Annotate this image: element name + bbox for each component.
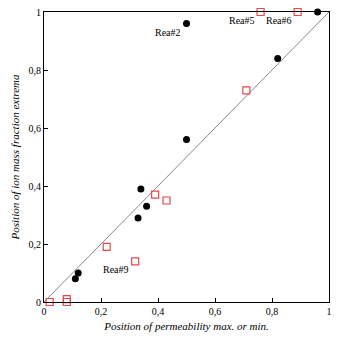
svg-text:1: 1: [327, 306, 332, 317]
svg-text:0,8: 0,8: [29, 65, 42, 76]
svg-text:Position of permeability max.: Position of permeability max. or min.: [103, 320, 269, 332]
svg-text:Position of ion mass fraction: Position of ion mass fraction extrema: [9, 74, 21, 240]
svg-text:0: 0: [42, 306, 47, 317]
svg-text:0,4: 0,4: [152, 306, 165, 317]
svg-text:0,8: 0,8: [266, 306, 279, 317]
svg-text:Rea#6: Rea#6: [266, 15, 292, 26]
svg-text:Rea#2: Rea#2: [155, 27, 181, 38]
svg-text:Rea#5: Rea#5: [229, 15, 255, 26]
svg-text:0,2: 0,2: [95, 306, 108, 317]
svg-text:0,6: 0,6: [209, 306, 222, 317]
svg-text:0,2: 0,2: [29, 239, 42, 250]
svg-text:0,4: 0,4: [29, 181, 42, 192]
svg-text:1: 1: [36, 7, 41, 18]
svg-text:0: 0: [36, 297, 41, 308]
svg-text:Rea#9: Rea#9: [103, 264, 129, 275]
svg-text:0,6: 0,6: [29, 123, 42, 134]
